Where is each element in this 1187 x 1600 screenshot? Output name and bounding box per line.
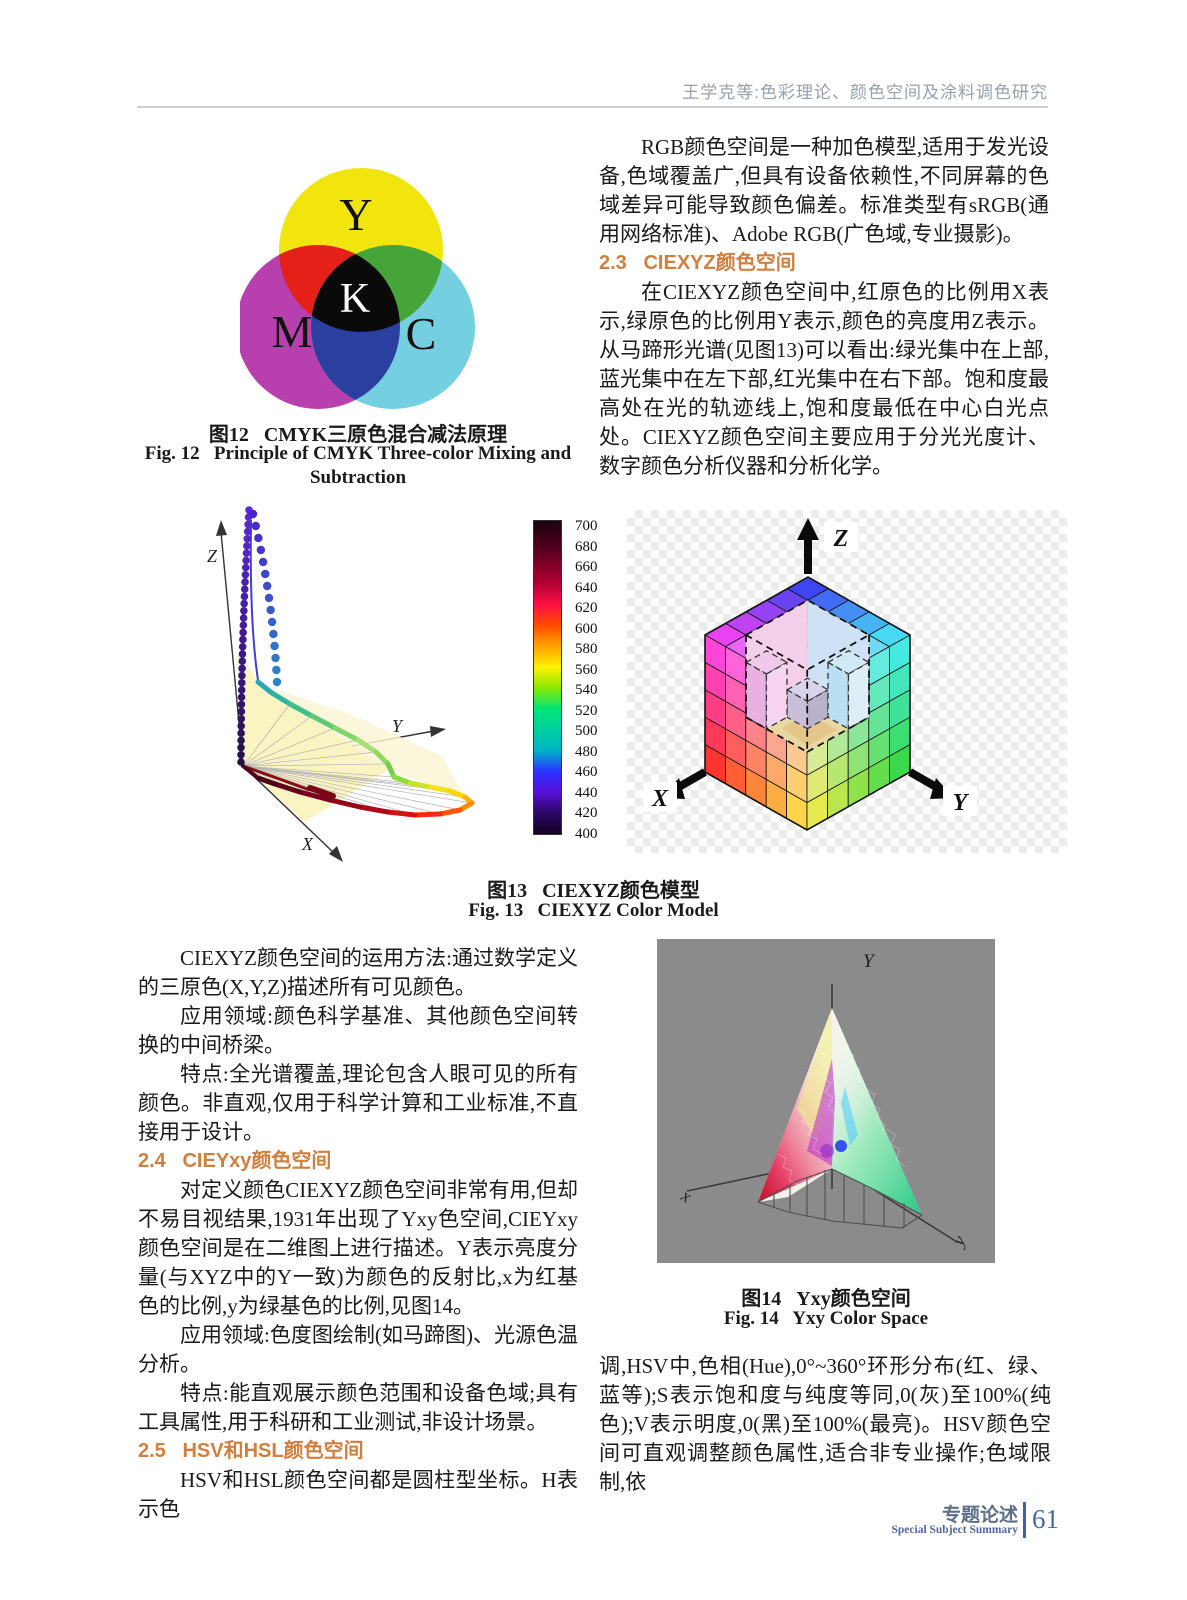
running-title: 王学克等:色彩理论、颜色空间及涂料调色研究: [682, 83, 1048, 102]
wavelength-colorbar: [533, 520, 562, 835]
tick-440: 440: [575, 785, 598, 801]
tick-620: 620: [575, 600, 598, 616]
page-number: 61: [1032, 1504, 1059, 1534]
label-Y: Y: [339, 189, 372, 240]
figure12-cmyk-venn: Y M C K: [240, 168, 475, 409]
cube-axes: Z X Y: [643, 518, 977, 816]
cube-z-axis-label: Z: [833, 526, 849, 552]
figure12-caption-en2: Subtraction: [309, 467, 407, 488]
tick-600: 600: [575, 621, 598, 637]
para-hsv-cont: 调,HSV中,色相(Hue),0°~360°环形分布(红、绿、蓝等);S表示饱和…: [599, 1354, 1051, 1494]
tick-540: 540: [575, 682, 598, 698]
locus-x-axis-label: X: [301, 834, 314, 854]
para-yxy: 对定义颜色CIEXYZ颜色空间非常有用,但却不易目视结果,1931年出现了Yxy…: [138, 1178, 578, 1318]
tick-700: 700: [575, 518, 598, 534]
tick-580: 580: [575, 641, 598, 657]
para-usage: CIEXYZ颜色空间的运用方法:通过数学定义的三原色(X,Y,Z)描述所有可见颜…: [138, 946, 578, 999]
footer-section-cn: 专题论述: [941, 1505, 1018, 1526]
left-column: CIEXYZ颜色空间的运用方法:通过数学定义的三原色(X,Y,Z)描述所有可见颜…: [138, 944, 578, 1524]
tick-480: 480: [575, 744, 598, 760]
colorbar-tick-labels: 700 680 660 640 620 600 580 560 540 520 …: [575, 518, 619, 843]
label-C: C: [406, 308, 437, 359]
para-yxy-field: 应用领域:色度图绘制(如马蹄图)、光源色温分析。: [138, 1323, 578, 1376]
figure14-yxy-cone: Y x y: [677, 951, 969, 1251]
tick-420: 420: [575, 805, 598, 821]
fig14-x-axis-label: x: [677, 1185, 695, 1207]
figure14-caption-cn: 图14 Yxy颜色空间: [741, 1288, 911, 1310]
footer-divider: [1023, 1502, 1026, 1538]
footer-section-en: Special Subject Summary: [891, 1524, 1019, 1536]
figure13-spectral-locus: Z Y X: [207, 506, 475, 862]
tick-500: 500: [575, 723, 598, 739]
para-rgb: RGB颜色空间是一种加色模型,适用于发光设备,色域覆盖广,但具有设备依赖性,不同…: [599, 135, 1049, 246]
label-M: M: [272, 306, 313, 357]
cube-notch: [744, 599, 871, 753]
figure12-caption-en1: Fig. 12 Principle of CMYK Three-color Mi…: [144, 443, 572, 464]
figure12-caption-cn: 图12 CMYK三原色混合减法原理: [208, 424, 508, 446]
cube-x-axis-label: X: [651, 786, 669, 812]
header-rule: [137, 106, 1048, 108]
section-2-3: 2.3 CIEXYZ颜色空间: [599, 252, 796, 274]
tick-640: 640: [575, 580, 598, 596]
locus-y-axis-label: Y: [392, 716, 404, 736]
right-column-bottom: 调,HSV中,色相(Hue),0°~360°环形分布(红、绿、蓝等);S表示饱和…: [599, 1352, 1051, 1497]
figure13-color-cube: Z X Y: [643, 518, 977, 831]
section-2-5: 2.5 HSV和HSL颜色空间: [138, 1440, 364, 1462]
locus-z-axis-label: Z: [207, 546, 218, 566]
para-hsv-start: HSV和HSL颜色空间都是圆柱型坐标。H表示色: [138, 1468, 578, 1521]
figure13-caption-en: Fig. 13 CIEXYZ Color Model: [468, 900, 719, 921]
para-ciexyz: 在CIEXYZ颜色空间中,红原色的比例用X表示,绿原色的比例用Y表示,颜色的亮度…: [599, 280, 1049, 478]
fig14-Y-axis-label: Y: [863, 951, 876, 972]
tick-400: 400: [575, 826, 598, 842]
para-yxy-feature: 特点:能直观展示颜色范围和设备色域;具有工具属性,用于科研和工业测试,非设计场景…: [138, 1381, 578, 1434]
section-2-4: 2.4 CIEYxy颜色空间: [138, 1150, 332, 1172]
tick-460: 460: [575, 764, 598, 780]
label-K: K: [340, 276, 370, 322]
tick-660: 660: [575, 559, 598, 575]
figure14-caption-en: Fig. 14 Yxy Color Space: [723, 1308, 929, 1329]
figure13-caption-cn: 图13 CIEXYZ颜色模型: [487, 880, 700, 902]
tick-520: 520: [575, 703, 598, 719]
cube-y-axis-label: Y: [953, 790, 970, 816]
figure14-panel: Y x y: [657, 939, 995, 1263]
tick-560: 560: [575, 662, 598, 678]
right-column-top: RGB颜色空间是一种加色模型,适用于发光设备,色域覆盖广,但具有设备依赖性,不同…: [599, 133, 1049, 481]
tick-680: 680: [575, 539, 598, 555]
para-field: 应用领域:颜色科学基准、其他颜色空间转换的中间桥梁。: [138, 1004, 578, 1057]
para-feature: 特点:全光谱覆盖,理论包含人眼可见的所有颜色。非直观,仅用于科学计算和工业标准,…: [138, 1062, 578, 1144]
figure13-cube-panel: Z X Y: [627, 510, 1067, 853]
fig14-y-axis-label: y: [947, 1232, 969, 1251]
